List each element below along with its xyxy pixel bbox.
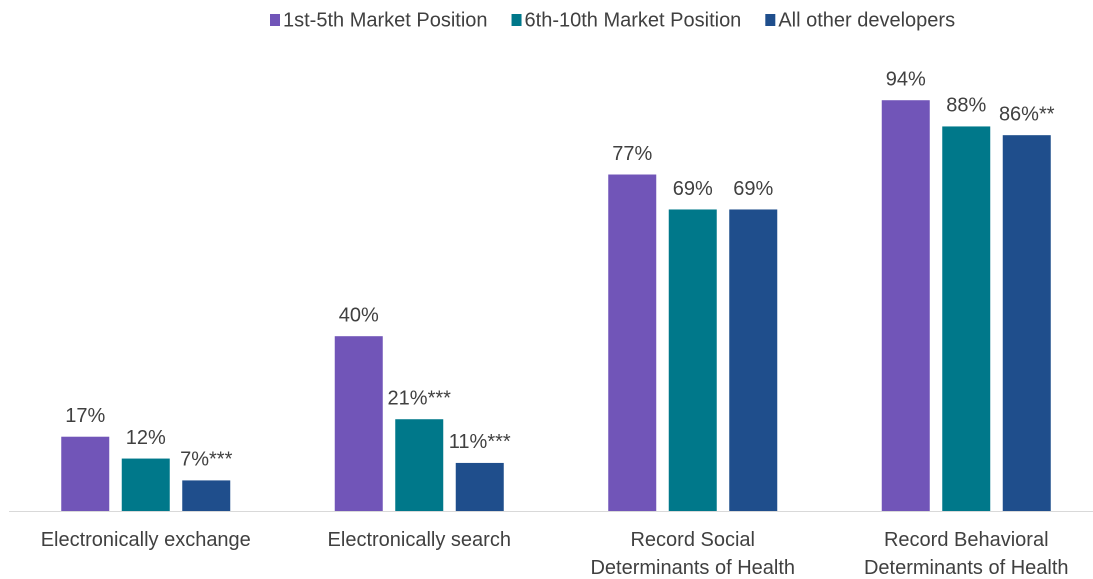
legend-label: 1st-5th Market Position xyxy=(283,9,488,31)
bar xyxy=(334,336,383,511)
legend-label: 6th-10th Market Position xyxy=(525,9,742,31)
data-label: 17% xyxy=(65,405,105,427)
data-label: 77% xyxy=(612,143,652,165)
data-label: 69% xyxy=(673,178,713,200)
data-label: 88% xyxy=(946,95,986,117)
bar xyxy=(455,462,504,511)
x-tick-label: Electronically exchange xyxy=(40,529,251,551)
data-label: 69% xyxy=(733,178,773,200)
data-label: 11%*** xyxy=(449,431,511,453)
bar xyxy=(395,419,444,511)
data-label: 21%*** xyxy=(388,388,452,410)
legend-swatch xyxy=(765,14,776,26)
bar xyxy=(608,174,657,511)
bar xyxy=(182,480,231,511)
x-tick-label: Record Social Determinants of Health xyxy=(590,529,796,579)
bar xyxy=(121,458,170,511)
data-label: 7%*** xyxy=(180,449,232,471)
data-label: 86%** xyxy=(999,103,1055,125)
data-label: 12% xyxy=(126,427,166,449)
bar xyxy=(881,100,930,511)
bar xyxy=(1002,135,1051,511)
legend-swatch xyxy=(270,14,280,26)
x-tick-label: Record Behavioral Determinants of Health xyxy=(863,529,1069,579)
legend-swatch xyxy=(511,14,522,26)
data-label: 94% xyxy=(886,69,926,91)
data-label: 40% xyxy=(339,304,379,326)
bar xyxy=(668,209,717,511)
bar xyxy=(729,209,778,511)
x-tick-label: Electronically search xyxy=(327,529,511,551)
legend-label: All other developers xyxy=(778,9,955,31)
bar xyxy=(61,436,110,511)
bar xyxy=(942,126,991,511)
